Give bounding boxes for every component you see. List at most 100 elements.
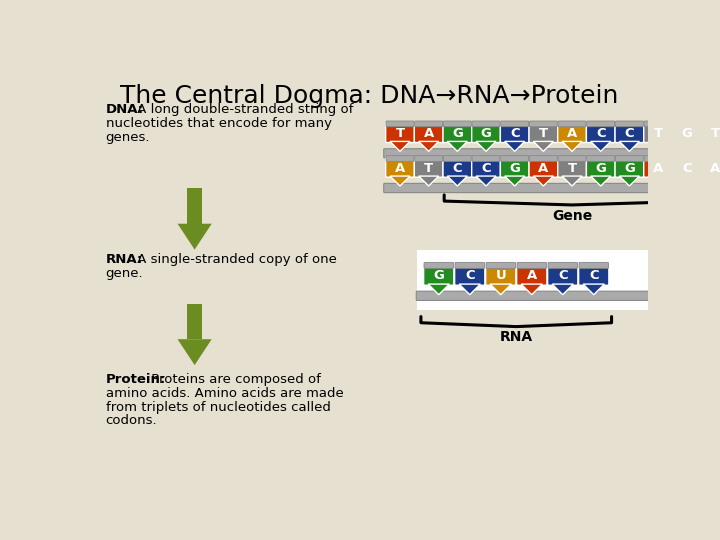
Text: C: C [465,269,474,282]
Text: DNA:: DNA: [106,103,143,116]
Polygon shape [706,176,720,186]
FancyBboxPatch shape [586,158,615,177]
FancyBboxPatch shape [616,121,644,127]
FancyBboxPatch shape [500,121,528,127]
FancyBboxPatch shape [644,123,672,143]
FancyBboxPatch shape [414,158,443,177]
FancyBboxPatch shape [472,121,500,127]
Text: T: T [711,127,720,140]
Text: G: G [595,162,606,175]
Polygon shape [428,284,449,295]
Text: A: A [423,127,433,140]
FancyBboxPatch shape [672,156,701,161]
Text: A: A [526,269,537,282]
FancyBboxPatch shape [548,265,578,285]
Text: Gene: Gene [552,209,592,223]
Polygon shape [390,176,410,186]
Polygon shape [677,176,697,186]
Text: C: C [558,269,567,282]
FancyBboxPatch shape [672,121,701,127]
Text: C: C [481,162,491,175]
Polygon shape [648,176,668,186]
Text: C: C [624,127,634,140]
Text: A long double-stranded string of: A long double-stranded string of [133,103,354,116]
Text: G: G [452,127,463,140]
Text: G: G [509,162,520,175]
FancyBboxPatch shape [417,249,662,309]
Polygon shape [178,224,212,249]
Text: gene.: gene. [106,267,143,280]
Polygon shape [706,141,720,151]
FancyBboxPatch shape [558,158,586,177]
FancyBboxPatch shape [415,156,443,161]
Text: T: T [424,162,433,175]
Text: codons.: codons. [106,414,157,427]
FancyBboxPatch shape [558,123,586,143]
Text: T: T [654,127,662,140]
FancyBboxPatch shape [444,121,472,127]
FancyBboxPatch shape [415,121,443,127]
Text: RNA:: RNA: [106,253,143,266]
Text: C: C [682,162,692,175]
Text: G: G [433,269,444,282]
Polygon shape [476,176,496,186]
FancyBboxPatch shape [644,158,672,177]
FancyBboxPatch shape [386,121,414,127]
Text: amino acids. Amino acids are made: amino acids. Amino acids are made [106,387,343,400]
Text: T: T [539,127,548,140]
Text: RNA: RNA [500,330,533,345]
FancyBboxPatch shape [615,158,644,177]
Text: A single-stranded copy of one: A single-stranded copy of one [132,253,336,266]
Text: G: G [624,162,635,175]
FancyBboxPatch shape [701,158,720,177]
Text: A: A [395,162,405,175]
FancyBboxPatch shape [424,262,454,268]
FancyBboxPatch shape [486,262,516,268]
FancyBboxPatch shape [558,121,586,127]
Text: T: T [395,127,405,140]
Text: A: A [711,162,720,175]
FancyBboxPatch shape [485,265,516,285]
FancyBboxPatch shape [587,156,615,161]
FancyBboxPatch shape [472,123,500,143]
Text: C: C [510,127,520,140]
FancyBboxPatch shape [386,156,414,161]
Text: G: G [480,127,492,140]
FancyBboxPatch shape [672,158,701,177]
FancyBboxPatch shape [529,158,558,177]
Polygon shape [562,176,582,186]
FancyBboxPatch shape [443,158,472,177]
Polygon shape [490,284,511,295]
FancyBboxPatch shape [644,121,672,127]
FancyBboxPatch shape [423,265,454,285]
FancyBboxPatch shape [548,262,577,268]
FancyBboxPatch shape [416,291,662,300]
FancyBboxPatch shape [500,156,528,161]
Polygon shape [390,141,410,151]
Text: Protein:: Protein: [106,373,166,386]
Polygon shape [505,176,525,186]
Polygon shape [178,339,212,365]
Bar [187,188,202,224]
FancyBboxPatch shape [672,123,701,143]
Text: T: T [567,162,577,175]
Polygon shape [648,141,668,151]
Polygon shape [590,176,611,186]
Polygon shape [505,141,525,151]
Polygon shape [552,284,573,295]
Polygon shape [447,141,467,151]
Polygon shape [590,141,611,151]
FancyBboxPatch shape [616,156,644,161]
FancyBboxPatch shape [517,265,547,285]
FancyBboxPatch shape [454,265,485,285]
Text: C: C [596,127,606,140]
FancyBboxPatch shape [386,123,414,143]
Polygon shape [476,141,496,151]
Text: C: C [589,269,598,282]
FancyBboxPatch shape [500,123,529,143]
FancyBboxPatch shape [701,121,720,127]
FancyBboxPatch shape [701,123,720,143]
FancyBboxPatch shape [558,156,586,161]
Text: The Central Dogma: DNA→RNA→Protein: The Central Dogma: DNA→RNA→Protein [120,84,618,108]
Polygon shape [418,176,438,186]
